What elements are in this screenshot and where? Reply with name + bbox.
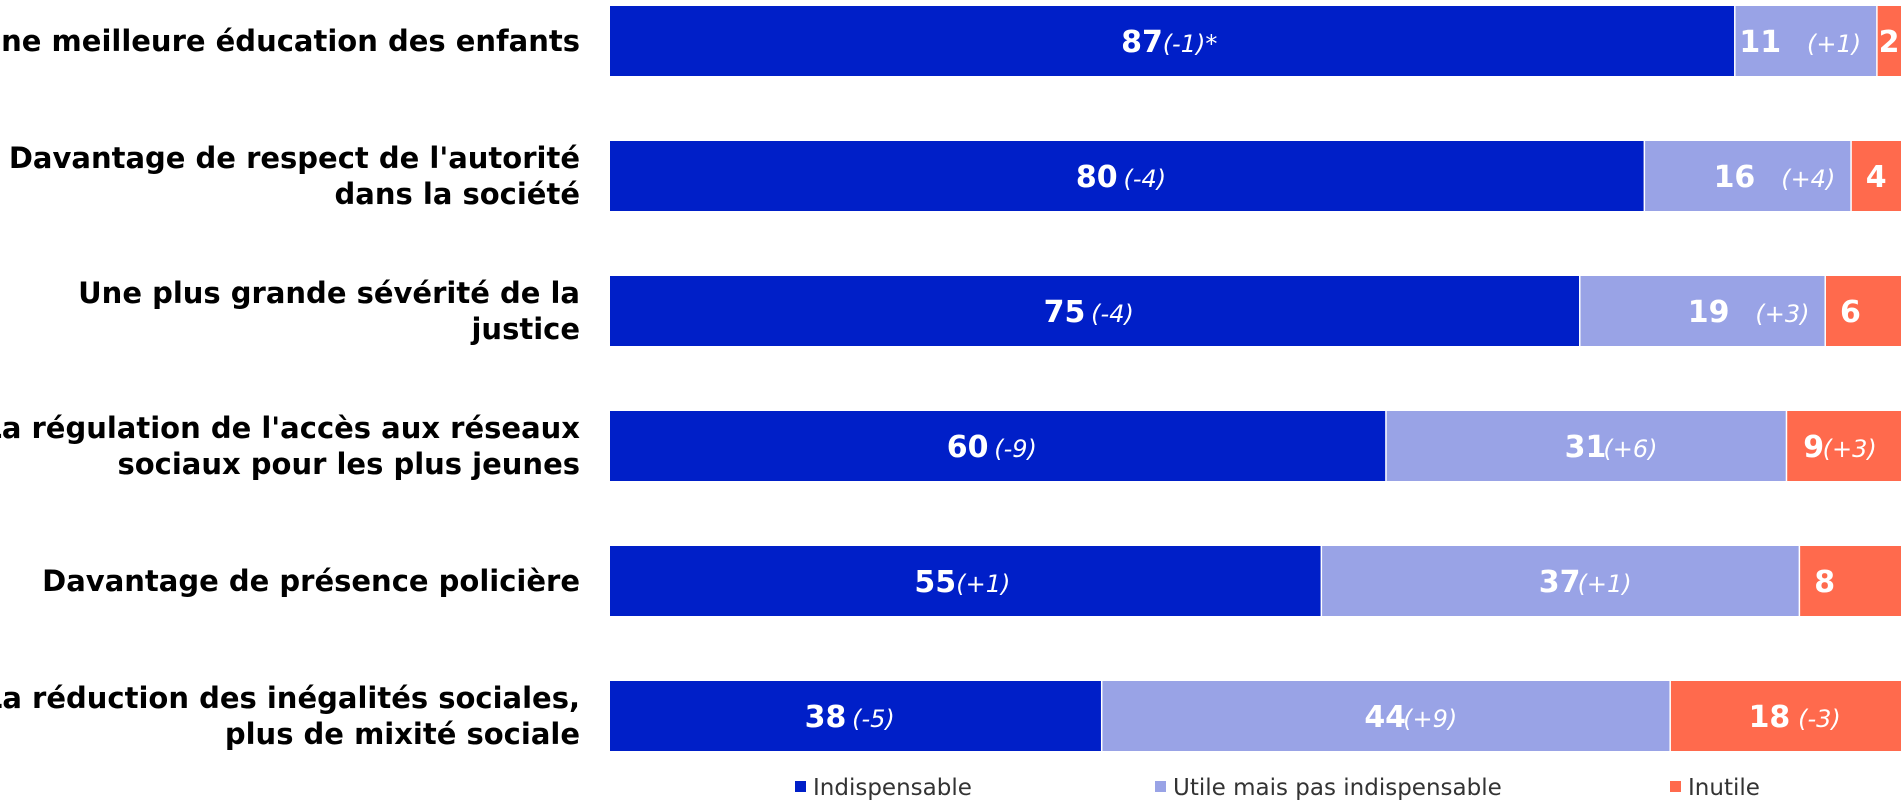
value-label: 2 xyxy=(1879,25,1900,60)
value-label: 60 xyxy=(947,430,989,465)
value-label: 31 xyxy=(1565,430,1607,465)
bar-segment xyxy=(1877,6,1901,76)
value-label: 6 xyxy=(1840,295,1861,330)
bar-segment xyxy=(1322,546,1799,616)
category-label: La régulation de l'accès aux réseaux xyxy=(0,411,580,445)
legend-swatch xyxy=(795,781,806,792)
bar-segment xyxy=(1787,411,1901,481)
bar-segment xyxy=(610,411,1386,481)
value-label: 87 xyxy=(1121,25,1163,60)
value-label: 19 xyxy=(1688,295,1730,330)
legend-label: Utile mais pas indispensable xyxy=(1173,775,1502,801)
bar-segment xyxy=(1645,141,1851,211)
bar-segment xyxy=(1386,411,1786,481)
value-label: 75 xyxy=(1044,295,1086,330)
category-label: Une meilleure éducation des enfants xyxy=(0,24,580,58)
bar-segment xyxy=(1102,681,1670,751)
category-label: dans la société xyxy=(335,177,580,211)
change-label: (+6) xyxy=(1603,435,1657,463)
bar-segment xyxy=(1580,276,1825,346)
bar-segment xyxy=(610,141,1644,211)
legend-swatch xyxy=(1670,781,1681,792)
value-label: 55 xyxy=(914,565,956,600)
bar-segment xyxy=(610,276,1579,346)
change-label: (-3) xyxy=(1798,705,1841,733)
change-label: (+3) xyxy=(1823,435,1877,463)
change-label: (+1) xyxy=(1807,30,1861,58)
legend-swatch xyxy=(1155,781,1166,792)
change-label: (+9) xyxy=(1403,705,1457,733)
change-label: (-4) xyxy=(1123,165,1166,193)
value-label: 18 xyxy=(1749,700,1791,735)
category-label: Une plus grande sévérité de la xyxy=(78,276,580,310)
value-label: 16 xyxy=(1714,160,1756,195)
category-label: Davantage de présence policière xyxy=(42,564,580,598)
value-label: 4 xyxy=(1866,160,1887,195)
value-label: 11 xyxy=(1739,25,1781,60)
bar-segment xyxy=(1670,681,1901,751)
bar-segment xyxy=(1800,546,1901,616)
category-label: Davantage de respect de l'autorité xyxy=(9,141,580,175)
value-label: 44 xyxy=(1364,700,1406,735)
value-label: 37 xyxy=(1539,565,1581,600)
bar-segment xyxy=(1735,6,1877,76)
change-label: (+4) xyxy=(1781,165,1835,193)
value-label: 38 xyxy=(805,700,847,735)
bar-segment xyxy=(1825,276,1901,346)
legend-label: Indispensable xyxy=(813,775,972,801)
value-label: 9 xyxy=(1803,430,1824,465)
change-label: (-4) xyxy=(1091,300,1134,328)
bar-segment xyxy=(1851,141,1901,211)
value-label: 80 xyxy=(1076,160,1118,195)
change-label: (+1) xyxy=(1578,570,1632,598)
bar-segment xyxy=(610,6,1735,76)
change-label: (-5) xyxy=(852,705,895,733)
category-label: La réduction des inégalités sociales, xyxy=(0,681,580,715)
category-label: plus de mixité sociale xyxy=(225,717,580,751)
category-label: justice xyxy=(470,312,580,346)
bar-segment xyxy=(610,681,1101,751)
category-label: sociaux pour les plus jeunes xyxy=(117,447,580,481)
value-label: 8 xyxy=(1814,565,1835,600)
legend-label: Inutile xyxy=(1688,775,1760,801)
bar-segment xyxy=(610,546,1321,616)
change-label: (+1) xyxy=(956,570,1010,598)
change-label: (+3) xyxy=(1755,300,1809,328)
change-label: (-1)* xyxy=(1163,30,1218,58)
change-label: (-9) xyxy=(994,435,1037,463)
